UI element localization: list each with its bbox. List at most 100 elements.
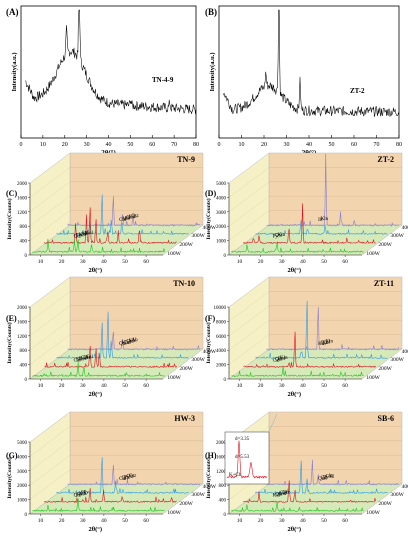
mineral-label: Kln (321, 217, 329, 222)
y-tick-label: 800 (219, 484, 227, 489)
y-tick-label: 0 (224, 254, 227, 259)
x-tick-label: 20 (258, 383, 264, 389)
y-tick-label: 1000 (216, 240, 227, 245)
x-tick-label: 50 (321, 383, 327, 389)
x-tick-label: 10 (239, 142, 245, 148)
x-tick-label: 60 (342, 518, 348, 524)
series-label: 100W (167, 251, 181, 257)
y-tick-label: 1200 (17, 211, 28, 216)
y-tick-label: 2000 (17, 306, 28, 311)
x-tick-label: 40 (101, 518, 107, 524)
y-tick-label: 3000 (216, 211, 227, 216)
panel-label: (F) (205, 314, 216, 323)
x-tick-label: 30 (80, 383, 86, 389)
x-tick-label: 50 (122, 518, 128, 524)
y-tick-label: 0 (224, 513, 227, 518)
y-axis-label: Intensity(Counts) (6, 457, 13, 498)
mineral-label: Kln (280, 356, 288, 361)
y-tick-label: 2000 (216, 225, 227, 230)
mineral-label: Qtz (283, 491, 291, 496)
panel-label: (E) (6, 314, 17, 323)
y-tick-label: 400 (20, 364, 28, 369)
y-tick-label: 6000 (216, 335, 227, 340)
series-label: 200W (179, 242, 193, 248)
y-tick-label: 1200 (17, 335, 28, 340)
x-tick-label: 60 (342, 259, 348, 265)
inset-label: d=5.53 (235, 455, 250, 460)
x-axis-label: 2θ(°) (288, 526, 302, 533)
panel-label: (C) (6, 189, 17, 198)
x-tick-label: 10 (237, 518, 243, 524)
x-tick-label: 40 (101, 259, 107, 265)
mineral-label: Cal (86, 355, 94, 360)
chart-title: ZT-11 (374, 279, 394, 288)
x-tick-label: 50 (321, 259, 327, 265)
x-tick-label: 70 (374, 142, 380, 148)
x-tick-label: 10 (40, 142, 46, 148)
chart-title: ZT-2 (377, 155, 394, 164)
chart-title: SB-6 (378, 414, 394, 423)
x-tick-label: 50 (321, 518, 327, 524)
x-tick-label: 30 (279, 518, 285, 524)
panel-label: (A) (6, 7, 19, 17)
x-tick-label: 20 (258, 518, 264, 524)
x-axis-label: 2θ(°) (288, 391, 302, 398)
y-tick-label: 400 (20, 240, 28, 245)
y-tick-label: 4000 (216, 196, 227, 201)
y-tick-label: 0 (224, 378, 227, 383)
y-tick-label: 8000 (216, 320, 227, 325)
series-label: 200W (179, 366, 193, 372)
x-tick-label: 20 (258, 259, 264, 265)
series-label: 200W (378, 366, 392, 372)
mineral-label: Cal (86, 231, 94, 236)
x-tick-label: 0 (20, 142, 23, 148)
x-tick-label: 60 (149, 142, 155, 148)
panel-c: 0 400 800 1200 1600 2000 10 20 30 40 50 60 2θ(°) Inte… (6, 153, 217, 274)
x-axis-label: 2θ(°) (89, 391, 103, 398)
x-tick-label: 60 (143, 518, 149, 524)
panel-h: 040080012001600200010 20 30 40 50 602θ(°)Inte… (205, 412, 408, 533)
mineral-label: Kln (326, 340, 334, 345)
series-label: 300W (191, 233, 205, 239)
y-tick-label: 10000 (214, 306, 227, 311)
mineral-label: Qtz (129, 474, 137, 479)
y-tick-label: 0 (25, 378, 28, 383)
x-tick-label: 50 (122, 383, 128, 389)
y-tick-label: 5000 (17, 441, 28, 446)
y-tick-label: 0 (25, 254, 28, 259)
panel-label: (G) (6, 451, 18, 460)
chart-title: TN-9 (177, 155, 195, 164)
y-axis-label: Intensity(Counts) (6, 322, 13, 363)
x-tick-label: 20 (62, 142, 68, 148)
chart-title: HW-3 (174, 414, 195, 423)
x-tick-label: 60 (143, 383, 149, 389)
x-tick-label: 80 (193, 142, 199, 148)
mineral-label: Ab (131, 338, 138, 343)
plot-frame (219, 6, 399, 138)
y-axis-label: Intensity(Counts) (205, 322, 212, 363)
y-tick-label: 0 (25, 513, 28, 518)
x-tick-label: 50 (329, 142, 335, 148)
y-tick-label: 2000 (17, 182, 28, 187)
x-tick-label: 40 (300, 518, 306, 524)
panel-d: 01000200030004000500010 20 30 40 50 602θ(°)In… (205, 153, 408, 274)
xrd-pattern (224, 10, 400, 117)
x-tick-label: 40 (101, 383, 107, 389)
series-label: 100W (167, 510, 181, 516)
inset-label: K+Ch (229, 473, 242, 478)
x-tick-label: 10 (38, 383, 44, 389)
x-tick-label: 20 (59, 383, 65, 389)
x-tick-label: 40 (106, 142, 112, 148)
x-axis-label: 2θ(°) (288, 267, 302, 274)
y-axis-label: Intensity(a.u.) (11, 52, 18, 91)
series-label: 300W (390, 357, 404, 363)
x-tick-label: 10 (237, 259, 243, 265)
x-tick-label: 60 (143, 259, 149, 265)
series-label: 400W (402, 225, 408, 231)
x-tick-label: 60 (351, 142, 357, 148)
panel-e: 040080012001600200010 20 30 40 50 602θ(°)Inte… (6, 277, 217, 398)
x-tick-label: 30 (279, 259, 285, 265)
y-tick-label: 5000 (216, 182, 227, 187)
x-tick-label: 50 (127, 142, 133, 148)
